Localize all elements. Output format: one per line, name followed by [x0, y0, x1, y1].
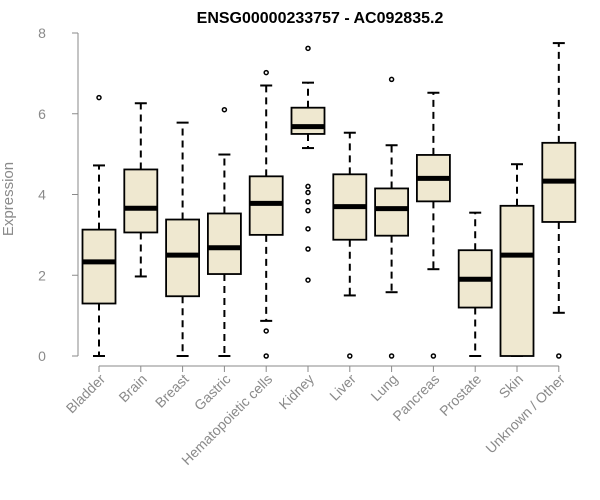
y-axis: 0 2 4 6 8 — [38, 25, 79, 364]
x-tick-label: Liver — [326, 371, 359, 404]
y-tick-label: 2 — [38, 267, 46, 283]
box-group — [206, 106, 242, 357]
outlier-point — [430, 353, 437, 359]
x-tick-label: Bladder — [63, 371, 109, 417]
outlier-point — [305, 45, 311, 52]
outlier-point — [347, 353, 353, 359]
iqr-box — [206, 212, 242, 275]
outlier-point — [556, 353, 562, 359]
iqr-box — [499, 204, 535, 357]
y-axis-label: Expression — [0, 162, 17, 236]
box-group — [332, 131, 368, 359]
outlier-point — [221, 106, 228, 113]
outlier-point — [305, 207, 311, 214]
box-group — [415, 91, 451, 359]
x-tick-label: Brain — [115, 371, 149, 405]
boxes — [81, 42, 577, 359]
outlier-point — [263, 353, 269, 359]
x-tick-label: Kidney — [276, 371, 318, 413]
outlier-point — [388, 353, 395, 359]
iqr-box — [290, 106, 326, 135]
x-tick-label: Lung — [367, 371, 400, 404]
box-group — [165, 121, 201, 357]
iqr-box — [123, 168, 159, 234]
y-tick-label: 8 — [38, 25, 46, 41]
box-group — [457, 211, 493, 357]
box-group — [541, 42, 577, 359]
box-group — [248, 69, 284, 359]
box-group — [81, 94, 117, 357]
x-tick-label: Unknown / Other — [482, 371, 568, 457]
iqr-box — [81, 228, 117, 305]
outlier-point — [263, 69, 269, 76]
iqr-box — [374, 187, 410, 237]
box-group — [499, 163, 535, 357]
outlier-point — [305, 226, 311, 232]
box-group — [123, 102, 159, 278]
outlier-point — [305, 183, 311, 190]
outlier-point — [305, 199, 311, 205]
outlier-point — [96, 94, 102, 101]
y-tick-label: 0 — [38, 348, 46, 364]
outlier-point — [305, 277, 311, 283]
chart-title: ENSG00000233757 - AC092835.2 — [197, 10, 444, 27]
outlier-point — [305, 189, 311, 196]
outlier-point — [388, 76, 395, 83]
box-group — [374, 76, 410, 359]
outlier-point — [263, 328, 269, 334]
y-tick-label: 6 — [38, 106, 46, 122]
iqr-box — [165, 218, 201, 298]
y-tick-label: 4 — [38, 187, 46, 203]
outlier-point — [305, 246, 311, 252]
x-tick-label: Breast — [152, 371, 192, 411]
x-tick-label: Skin — [496, 371, 527, 402]
x-tick-label: Prostate — [436, 371, 484, 419]
box-group — [290, 45, 326, 283]
